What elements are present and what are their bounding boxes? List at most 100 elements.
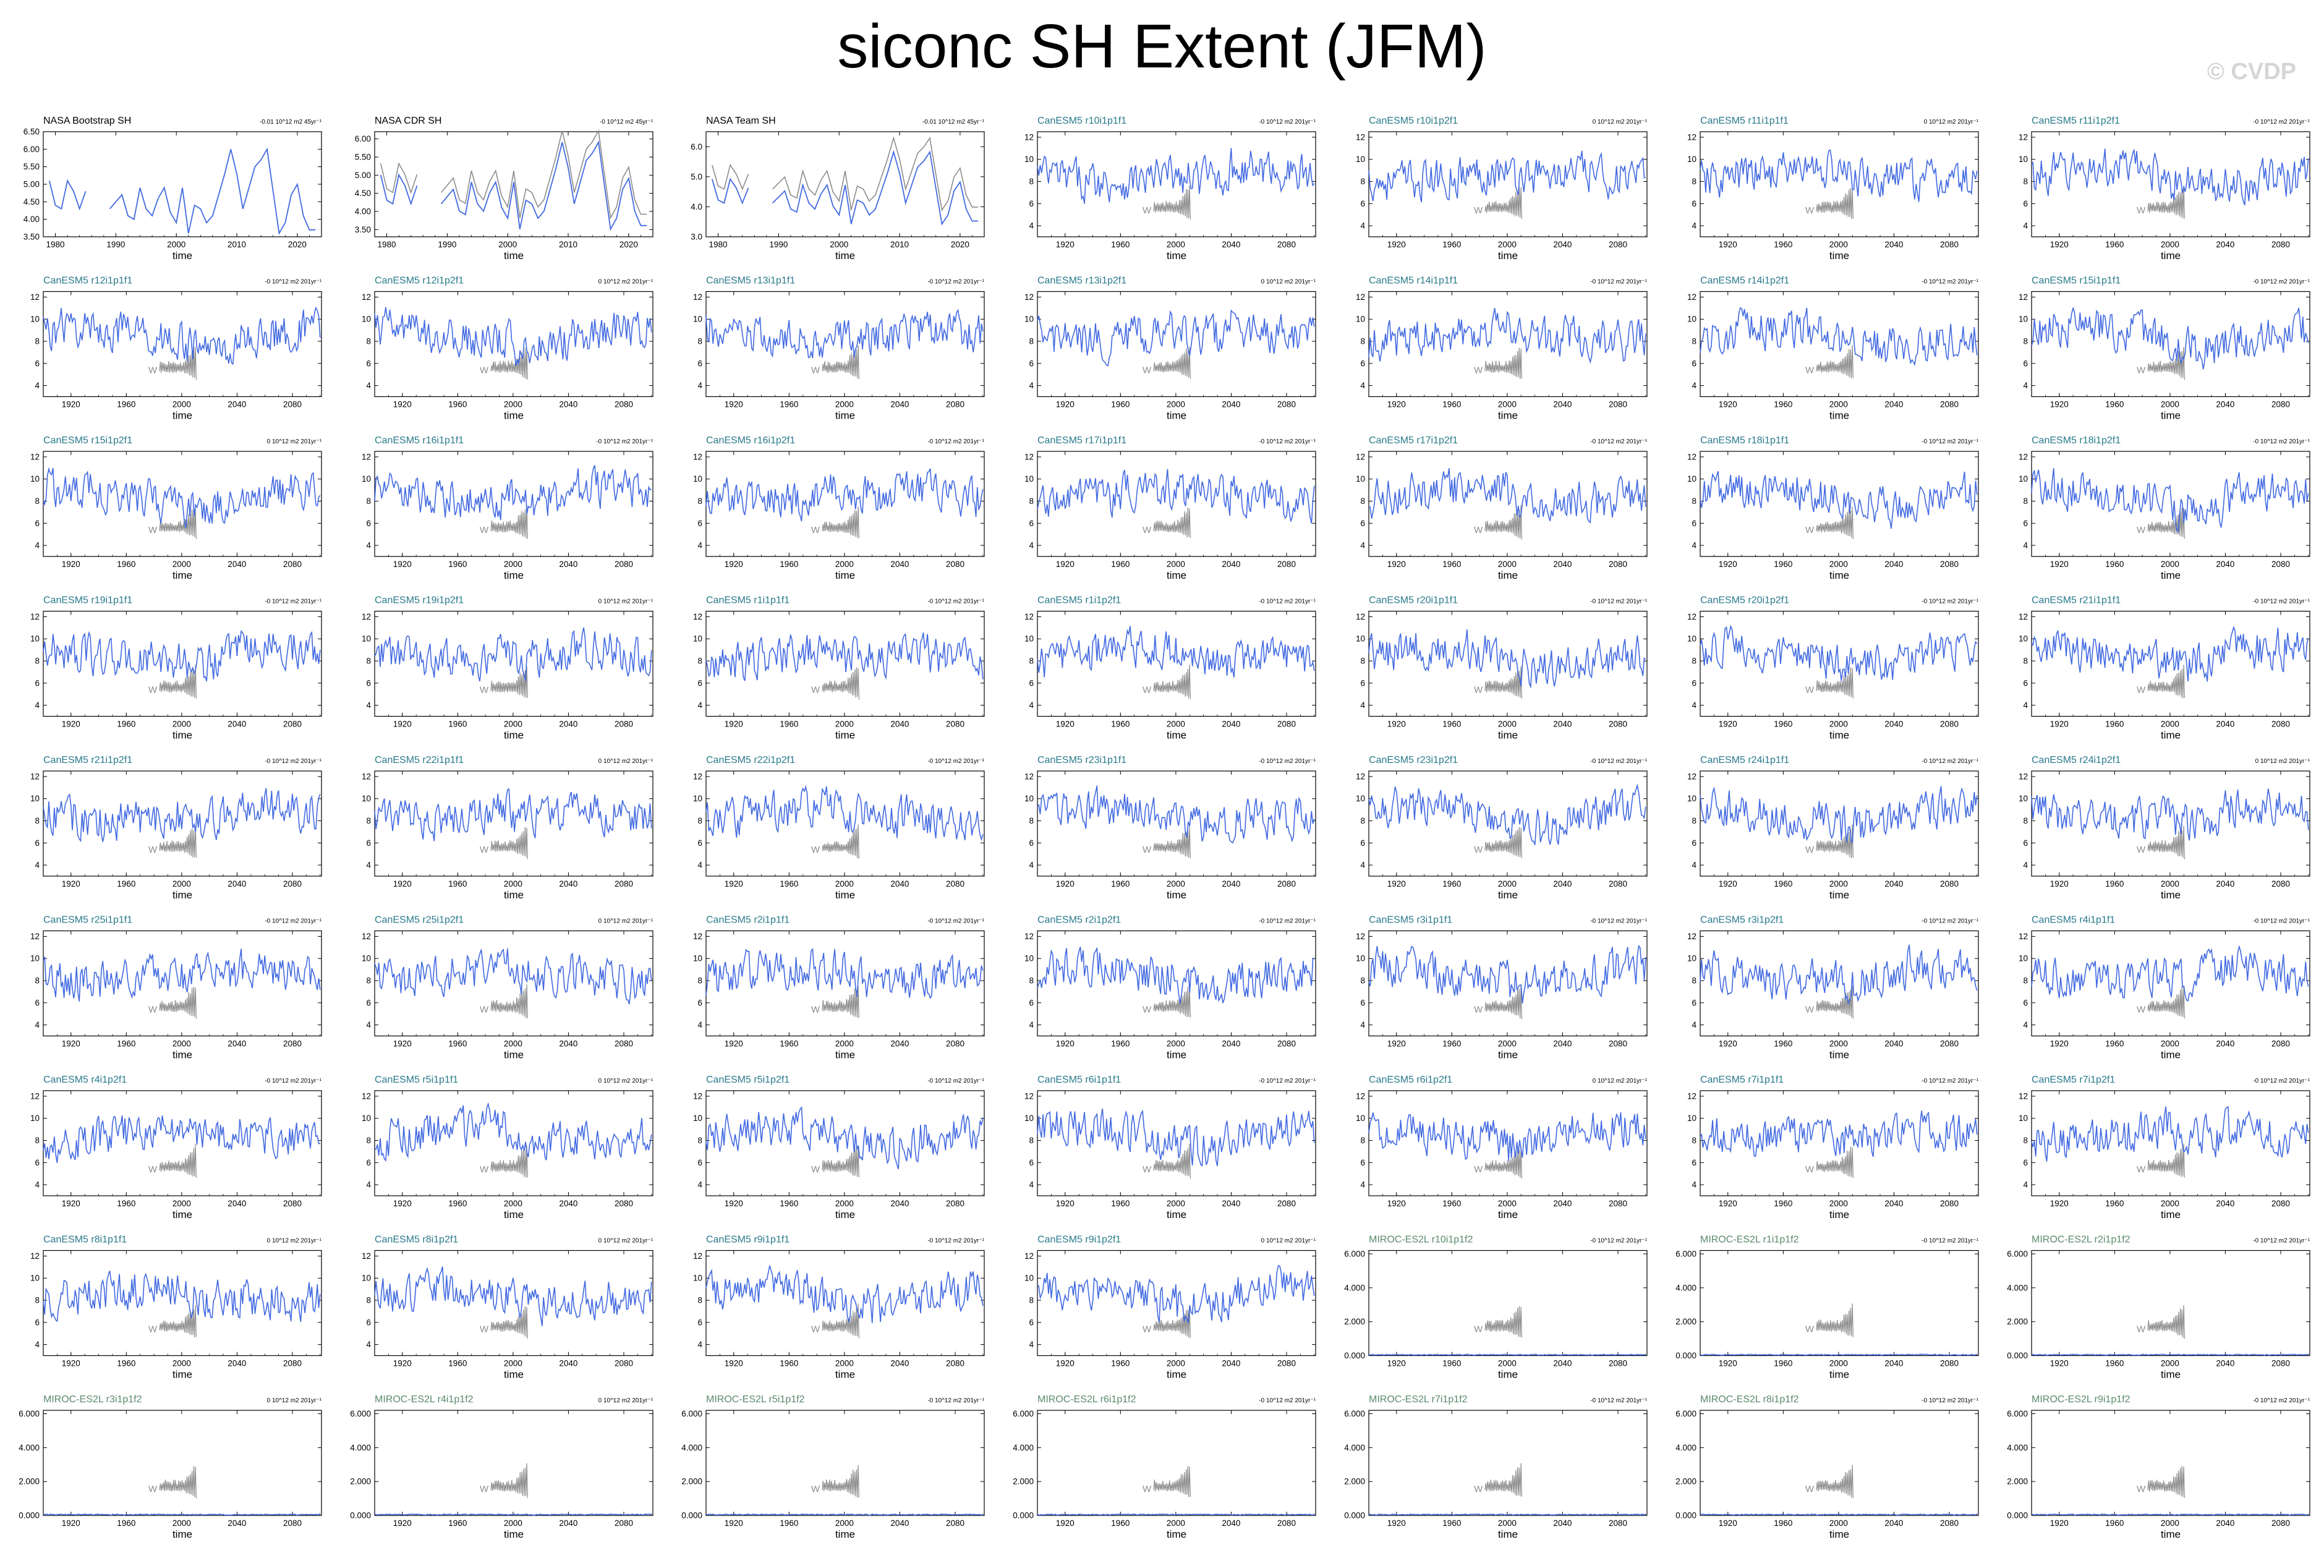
y-tick-label: 6 bbox=[35, 359, 40, 368]
x-axis-label: time bbox=[1498, 569, 1518, 581]
y-tick-label: 8 bbox=[697, 976, 702, 986]
y-tick-label: 4 bbox=[1360, 1180, 1365, 1190]
plot-frame bbox=[1037, 770, 1316, 877]
x-tick-label: 1920 bbox=[62, 400, 80, 409]
inset-obs-sketch bbox=[1153, 507, 1191, 539]
panel-title: CanESM5 r1i1p1f1 bbox=[706, 595, 790, 606]
inset-label: W bbox=[811, 1484, 820, 1494]
panel-title: CanESM5 r19i1p1f1 bbox=[43, 595, 132, 606]
panel: CanESM5 r3i1p2f1 -0 10^12 m2 201yr⁻¹ 4 6 8 10… bbox=[1687, 915, 1979, 1061]
x-tick-label: 2040 bbox=[1553, 720, 1572, 729]
x-tick-label: 2080 bbox=[1940, 1359, 1959, 1368]
panel-title: CanESM5 r21i1p1f1 bbox=[2032, 595, 2121, 606]
y-tick-label: 6 bbox=[1692, 998, 1696, 1007]
x-tick-label: 1920 bbox=[1056, 1039, 1075, 1049]
inset-obs-sketch bbox=[1153, 1143, 1191, 1179]
series-line bbox=[374, 1266, 652, 1326]
y-tick-label: 10 bbox=[1024, 1114, 1034, 1123]
x-tick-label: 2040 bbox=[228, 1039, 246, 1049]
x-tick-label: 1920 bbox=[62, 720, 80, 729]
x-tick-label: 1920 bbox=[62, 1359, 80, 1368]
y-tick-label: 6 bbox=[366, 998, 371, 1007]
x-tick-label: 2040 bbox=[1553, 1519, 1572, 1528]
panel: CanESM5 r19i1p1f1 -0 10^12 m2 201yr⁻¹ 4 6 8 1… bbox=[30, 595, 322, 741]
panel-title: CanESM5 r15i1p2f1 bbox=[43, 435, 132, 446]
x-axis-label: time bbox=[1829, 1209, 1849, 1221]
y-tick-label: 4 bbox=[1692, 701, 1696, 710]
x-tick-label: 2000 bbox=[835, 720, 854, 729]
panel-trend: 0 10^12 m2 201yr⁻¹ bbox=[598, 918, 653, 925]
series-line bbox=[1368, 1112, 1646, 1161]
y-tick-label: 8 bbox=[1360, 177, 1365, 186]
x-tick-label: 1920 bbox=[725, 400, 743, 409]
x-tick-label: 2080 bbox=[1940, 879, 1959, 888]
y-tick-label: 6 bbox=[1360, 359, 1365, 368]
y-tick-label: 12 bbox=[1356, 132, 1365, 142]
x-tick-label: 2000 bbox=[835, 879, 854, 888]
y-tick-label: 6 bbox=[2023, 519, 2028, 528]
inset-obs-sketch bbox=[159, 665, 197, 699]
panel-title: CanESM5 r7i1p2f1 bbox=[2032, 1075, 2115, 1085]
y-tick-label: 8 bbox=[35, 337, 40, 346]
panel: MIROC-ES2L r4i1p1f2 0 10^12 m2 201yr⁻¹ 0.0… bbox=[350, 1394, 653, 1540]
plot-frame bbox=[374, 1090, 653, 1196]
inset-obs-sketch bbox=[159, 987, 197, 1019]
y-tick-label: 12 bbox=[2019, 612, 2028, 621]
panel: MIROC-ES2L r8i1p1f2 -0 10^12 m2 201yr⁻¹ 0.… bbox=[1675, 1394, 1978, 1540]
plot-frame bbox=[374, 131, 653, 237]
y-tick-label: 10 bbox=[362, 954, 371, 963]
panel: CanESM5 r10i1p2f1 0 10^12 m2 201yr⁻¹ 4 6 8 10… bbox=[1356, 116, 1648, 262]
y-tick-label: 10 bbox=[693, 474, 702, 484]
x-axis-label: time bbox=[1829, 730, 1849, 741]
y-tick-label: 12 bbox=[693, 1251, 702, 1261]
plot-frame bbox=[1037, 930, 1316, 1037]
y-tick-label: 8 bbox=[2023, 657, 2028, 666]
x-axis-label: time bbox=[1167, 889, 1186, 901]
plot-frame bbox=[43, 131, 322, 237]
y-tick-label: 6 bbox=[1360, 1158, 1365, 1167]
x-tick-label: 2000 bbox=[1498, 1039, 1517, 1049]
y-tick-label: 4 bbox=[366, 861, 371, 870]
x-axis-label: time bbox=[1498, 1369, 1518, 1381]
y-tick-label: 8 bbox=[1692, 177, 1696, 186]
inset-obs-sketch bbox=[822, 667, 859, 700]
y-tick-label: 8 bbox=[2023, 816, 2028, 825]
panel: CanESM5 r19i1p2f1 0 10^12 m2 201yr⁻¹ 4 6 8 10… bbox=[362, 595, 653, 741]
x-tick-label: 2040 bbox=[2216, 1359, 2234, 1368]
panel: MIROC-ES2L r6i1p1f2 -0 10^12 m2 201yr⁻¹ 0.… bbox=[1013, 1394, 1316, 1540]
inset-obs-sketch bbox=[159, 346, 197, 380]
y-tick-label: 12 bbox=[1687, 132, 1696, 142]
y-tick-label: 4 bbox=[366, 541, 371, 550]
inset-obs-sketch bbox=[1484, 186, 1522, 219]
x-tick-label: 1960 bbox=[448, 1359, 467, 1368]
y-tick-label: 6 bbox=[1692, 199, 1696, 208]
y-tick-label: 10 bbox=[693, 794, 702, 803]
x-tick-label: 2040 bbox=[1884, 720, 1903, 729]
x-tick-label: 1960 bbox=[1442, 400, 1461, 409]
panel: CanESM5 r2i1p1f1 -0 10^12 m2 201yr⁻¹ 4 6 8 10… bbox=[693, 915, 985, 1061]
inset-label: W bbox=[480, 845, 489, 855]
panel-title: MIROC-ES2L r1i1p1f2 bbox=[1700, 1235, 1799, 1245]
y-tick-label: 10 bbox=[693, 954, 702, 963]
y-tick-label: 4 bbox=[35, 1180, 40, 1190]
x-axis-label: time bbox=[2161, 410, 2181, 422]
x-tick-label: 1990 bbox=[106, 240, 125, 249]
x-axis-label: time bbox=[1167, 1528, 1186, 1540]
x-tick-label: 2080 bbox=[2271, 879, 2290, 888]
y-tick-label: 3.50 bbox=[23, 232, 40, 242]
inset-label: W bbox=[1143, 1164, 1152, 1175]
x-tick-label: 2040 bbox=[890, 1519, 909, 1528]
y-tick-label: 4 bbox=[1692, 381, 1696, 390]
series-line bbox=[2031, 1513, 2309, 1516]
x-tick-label: 1960 bbox=[448, 1519, 467, 1528]
plot-frame bbox=[43, 1250, 322, 1357]
y-tick-label: 4 bbox=[2023, 381, 2028, 390]
x-tick-label: 2040 bbox=[1884, 1039, 1903, 1049]
panel-trend: 0 10^12 m2 201yr⁻¹ bbox=[598, 599, 653, 605]
y-tick-label: 4.50 bbox=[355, 189, 371, 198]
x-tick-label: 2000 bbox=[835, 1359, 854, 1368]
x-tick-label: 1960 bbox=[117, 879, 135, 888]
series-line bbox=[43, 467, 321, 529]
y-tick-label: 4 bbox=[2023, 1180, 2028, 1190]
y-tick-label: 8 bbox=[35, 657, 40, 666]
